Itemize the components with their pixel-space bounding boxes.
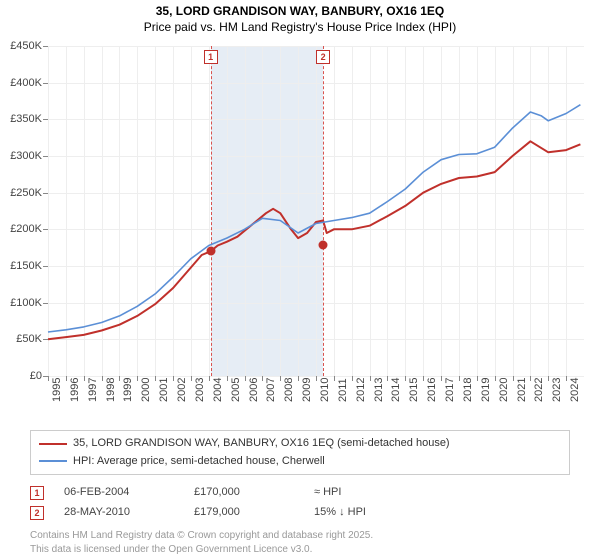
chart-subtitle: Price paid vs. HM Land Registry's House …: [0, 20, 600, 36]
transaction-price: £179,000: [194, 503, 294, 523]
legend-swatch: [39, 443, 67, 445]
transaction-number-box: 2: [30, 506, 44, 520]
legend-block: 35, LORD GRANDISON WAY, BANBURY, OX16 1E…: [30, 430, 570, 557]
legend-swatch: [39, 460, 67, 462]
legend-box: 35, LORD GRANDISON WAY, BANBURY, OX16 1E…: [30, 430, 570, 475]
transaction-date: 06-FEB-2004: [64, 483, 174, 503]
transaction-delta: 15% ↓ HPI: [314, 503, 366, 523]
series-blue: [48, 105, 580, 332]
chart-area: £0£50K£100K£150K£200K£250K£300K£350K£400…: [0, 40, 600, 410]
legend-item: HPI: Average price, semi-detached house,…: [39, 453, 561, 471]
legend-item: 35, LORD GRANDISON WAY, BANBURY, OX16 1E…: [39, 435, 561, 453]
legend-label: HPI: Average price, semi-detached house,…: [73, 453, 325, 471]
chart-title: 35, LORD GRANDISON WAY, BANBURY, OX16 1E…: [0, 0, 600, 20]
series-svg: [0, 40, 600, 410]
transaction-price: £170,000: [194, 483, 294, 503]
transaction-row: 1 06-FEB-2004 £170,000 ≈ HPI: [30, 483, 570, 503]
transaction-delta: ≈ HPI: [314, 483, 341, 503]
footer-line-1: Contains HM Land Registry data © Crown c…: [30, 529, 570, 543]
transaction-number-box: 1: [30, 486, 44, 500]
footer-line-2: This data is licensed under the Open Gov…: [30, 543, 570, 557]
transaction-rows: 1 06-FEB-2004 £170,000 ≈ HPI 2 28-MAY-2010 £17…: [30, 483, 570, 523]
transaction-row: 2 28-MAY-2010 £179,000 15% ↓ HPI: [30, 503, 570, 523]
series-red: [48, 141, 580, 339]
transaction-date: 28-MAY-2010: [64, 503, 174, 523]
legend-label: 35, LORD GRANDISON WAY, BANBURY, OX16 1E…: [73, 435, 450, 453]
